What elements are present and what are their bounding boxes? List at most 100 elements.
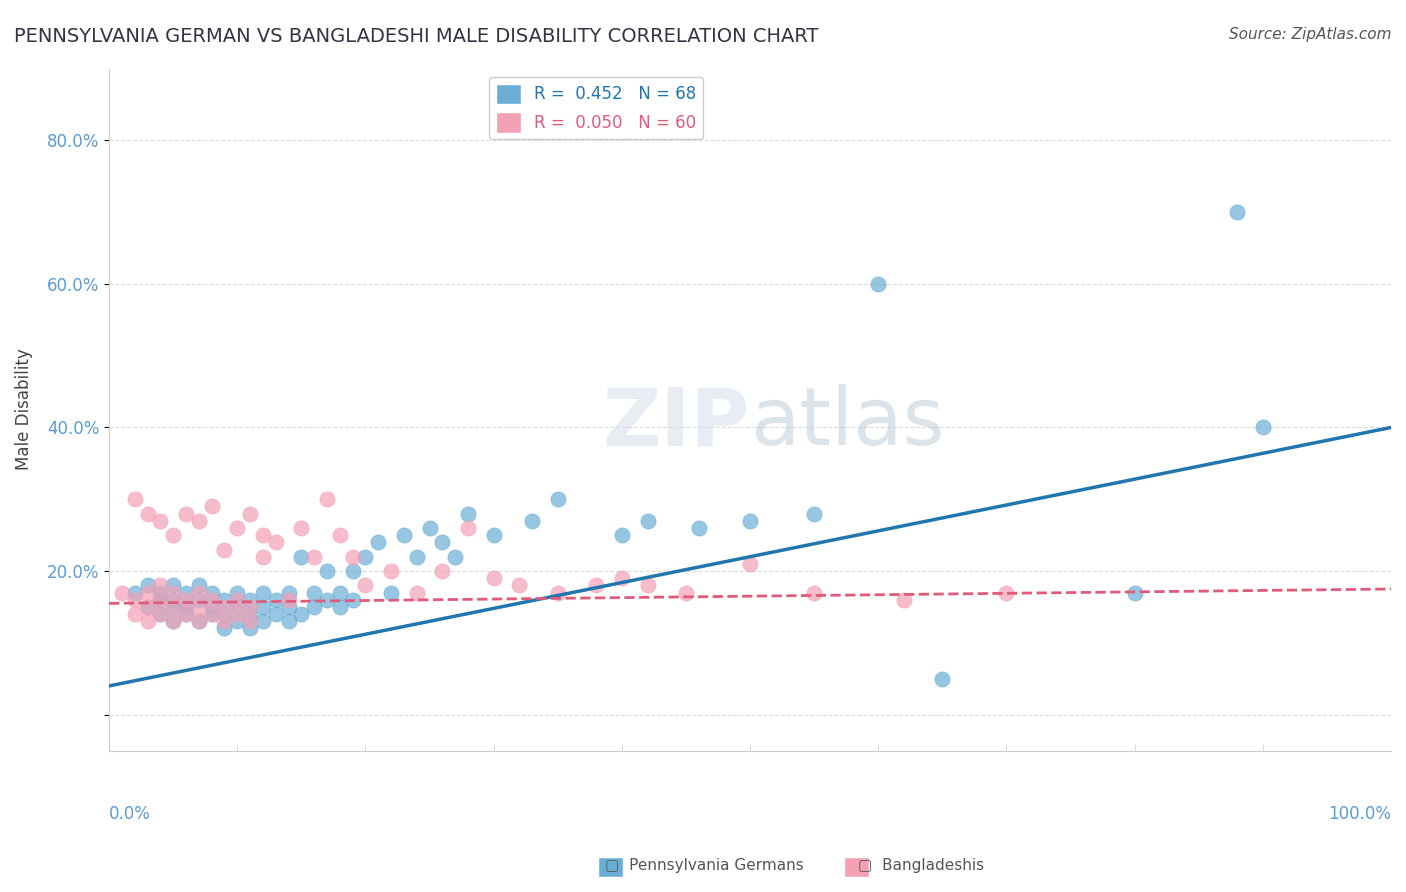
Point [342, 549, 364, 564]
Point [868, 277, 890, 291]
Point [508, 578, 530, 592]
Point [482, 571, 505, 585]
Point [342, 564, 364, 578]
Point [162, 585, 184, 599]
Point [136, 615, 159, 629]
Y-axis label: Male Disability: Male Disability [15, 349, 32, 470]
Point [1226, 205, 1249, 219]
Legend: R =  0.452   N = 68, R =  0.050   N = 60: R = 0.452 N = 68, R = 0.050 N = 60 [489, 77, 703, 139]
Point [149, 607, 172, 621]
Point [187, 514, 209, 528]
Point [124, 592, 146, 607]
Point [342, 592, 364, 607]
Point [893, 592, 915, 607]
Point [226, 521, 249, 535]
Point [149, 585, 172, 599]
Point [803, 507, 825, 521]
Point [392, 528, 415, 542]
Point [405, 585, 427, 599]
Point [149, 607, 172, 621]
Point [520, 514, 543, 528]
Point [252, 585, 274, 599]
Text: Source: ZipAtlas.com: Source: ZipAtlas.com [1229, 27, 1392, 42]
Point [187, 578, 209, 592]
Point [214, 607, 236, 621]
Point [380, 585, 402, 599]
Point [226, 599, 249, 614]
Point [367, 535, 389, 549]
Point [738, 557, 761, 571]
Point [290, 607, 312, 621]
Point [637, 514, 659, 528]
Point [457, 521, 479, 535]
Point [162, 592, 184, 607]
Point [637, 578, 659, 592]
Point [354, 549, 377, 564]
Point [239, 615, 262, 629]
Point [380, 564, 402, 578]
Point [124, 607, 146, 621]
Point [432, 535, 454, 549]
Point [290, 549, 312, 564]
Point [111, 585, 134, 599]
Point [547, 492, 569, 507]
Point [688, 521, 710, 535]
Point [995, 585, 1018, 599]
Point [201, 592, 224, 607]
Point [316, 564, 339, 578]
Point [174, 507, 197, 521]
Point [149, 514, 172, 528]
Point [226, 585, 249, 599]
Point [329, 528, 352, 542]
Point [264, 607, 287, 621]
Point [547, 585, 569, 599]
Point [419, 521, 441, 535]
Point [162, 615, 184, 629]
Point [302, 585, 325, 599]
Point [201, 500, 224, 514]
Point [252, 549, 274, 564]
Point [444, 549, 467, 564]
Point [277, 599, 299, 614]
Point [187, 615, 209, 629]
Text: 0.0%: 0.0% [110, 805, 150, 823]
Point [162, 528, 184, 542]
Text: PENNSYLVANIA GERMAN VS BANGLADESHI MALE DISABILITY CORRELATION CHART: PENNSYLVANIA GERMAN VS BANGLADESHI MALE … [14, 27, 818, 45]
Point [136, 507, 159, 521]
Point [214, 599, 236, 614]
Text: 100.0%: 100.0% [1329, 805, 1391, 823]
Point [277, 585, 299, 599]
Point [174, 592, 197, 607]
Point [432, 564, 454, 578]
Point [214, 615, 236, 629]
Point [457, 507, 479, 521]
Point [1123, 585, 1146, 599]
Point [162, 615, 184, 629]
Point [405, 549, 427, 564]
Point [201, 585, 224, 599]
Text: atlas: atlas [749, 384, 945, 462]
Point [226, 607, 249, 621]
Point [124, 585, 146, 599]
Point [226, 592, 249, 607]
Point [482, 528, 505, 542]
Text: ▢  Pennsylvania Germans: ▢ Pennsylvania Germans [605, 858, 803, 872]
Point [136, 585, 159, 599]
Point [214, 542, 236, 557]
Point [239, 622, 262, 636]
Text: ▢  Bangladeshis: ▢ Bangladeshis [858, 858, 984, 872]
Point [252, 599, 274, 614]
Point [162, 599, 184, 614]
Point [149, 578, 172, 592]
Point [610, 528, 633, 542]
Point [252, 528, 274, 542]
Point [214, 592, 236, 607]
Text: ZIP: ZIP [603, 384, 749, 462]
Point [1251, 420, 1274, 434]
Point [174, 607, 197, 621]
Point [585, 578, 607, 592]
Point [162, 599, 184, 614]
Point [201, 599, 224, 614]
Point [354, 578, 377, 592]
Point [187, 585, 209, 599]
